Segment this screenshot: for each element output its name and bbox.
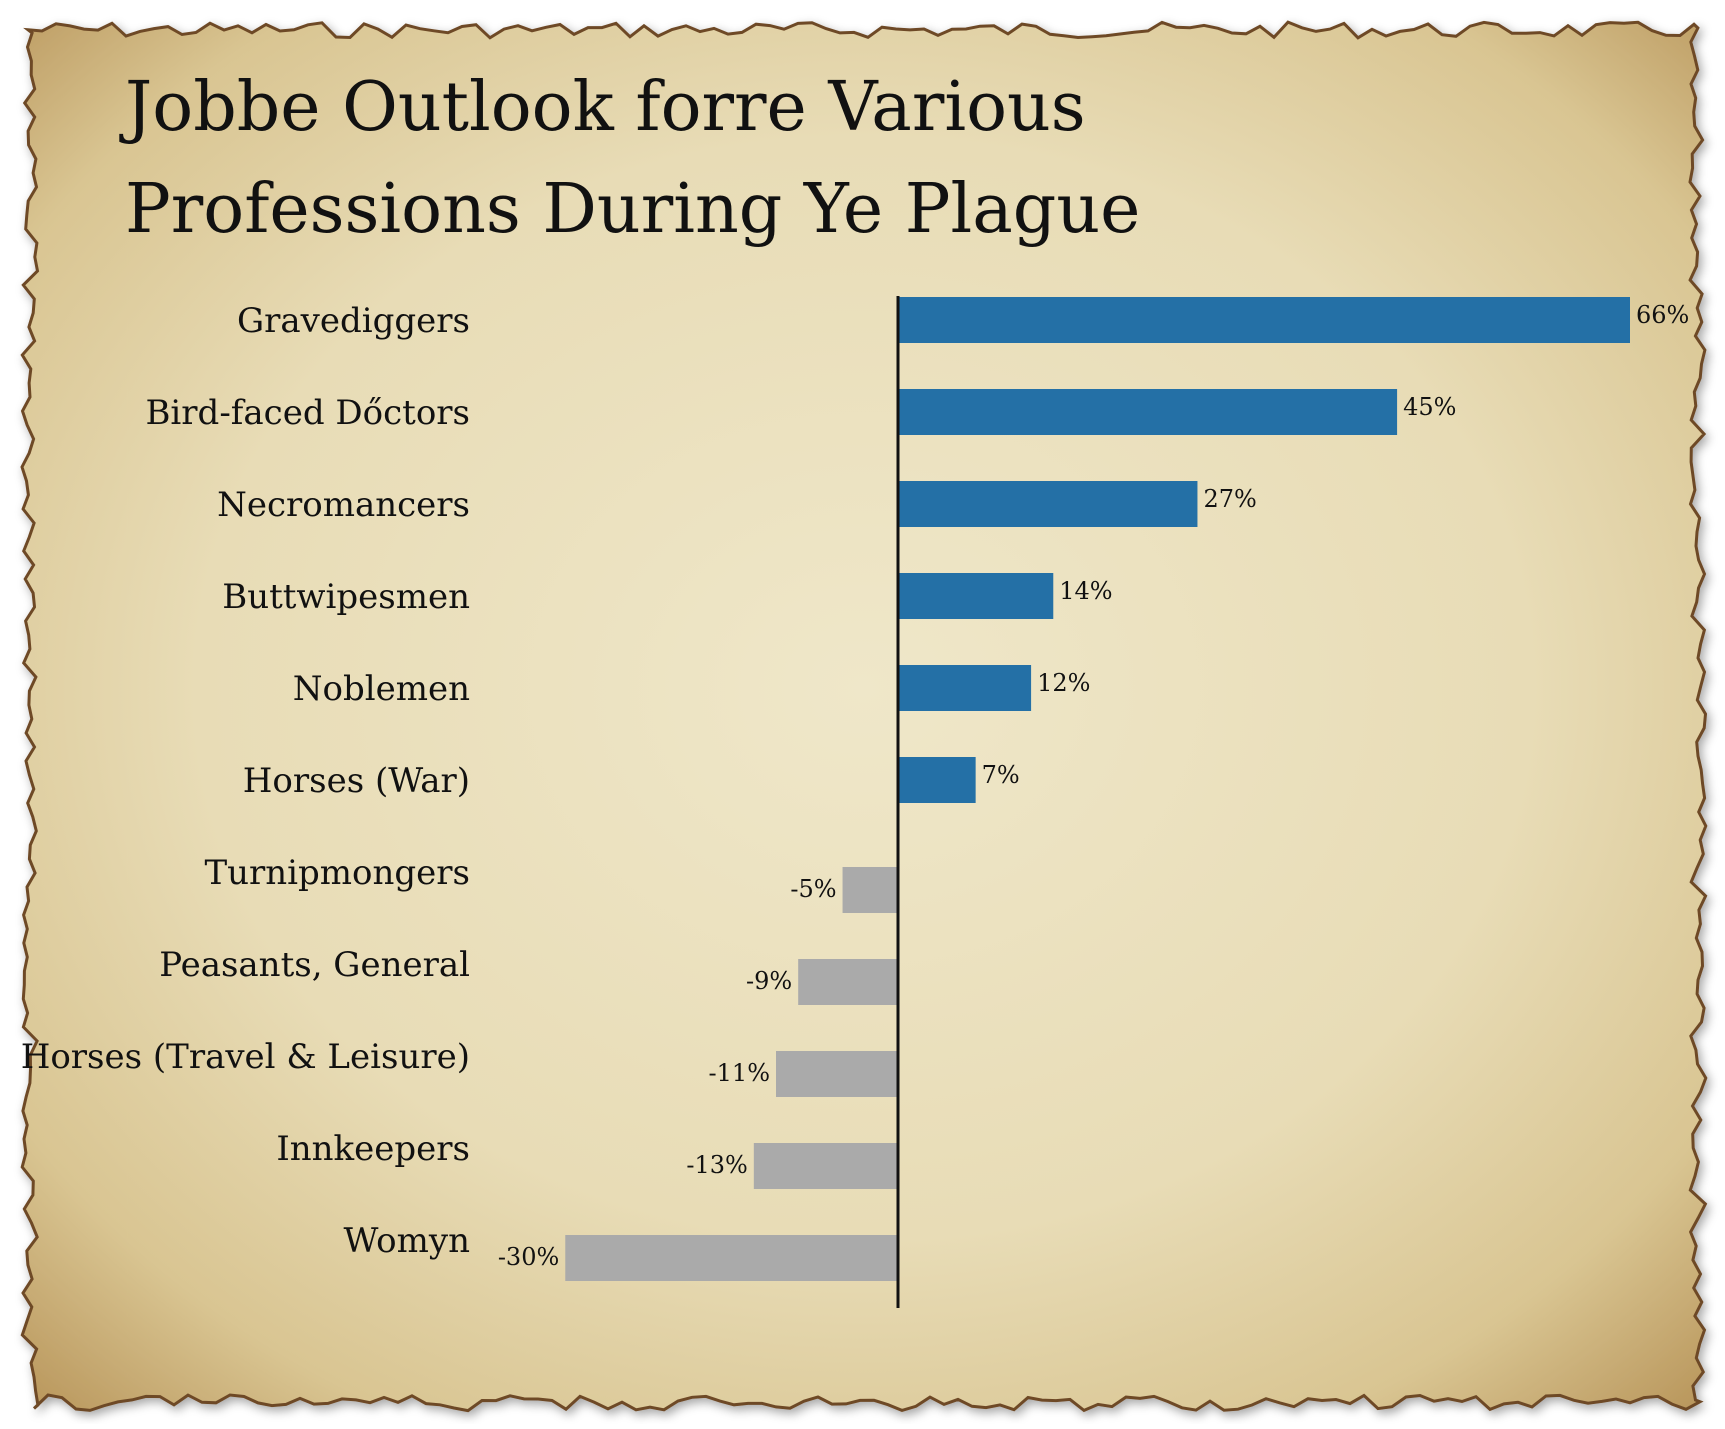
bar-10 <box>753 1143 898 1189</box>
category-label: Horses (War) <box>243 761 470 801</box>
value-label: -11% <box>709 1059 770 1087</box>
value-label: -9% <box>746 967 792 995</box>
value-label: 14% <box>1059 577 1112 605</box>
category-label: Gravediggers <box>237 301 470 341</box>
value-label: -5% <box>790 875 836 903</box>
bar-2 <box>898 389 1398 435</box>
value-label: 27% <box>1203 485 1256 513</box>
chart-title: Jobbe Outlook forre Various Professions … <box>119 68 1140 249</box>
category-label: Noblemen <box>293 669 470 709</box>
category-label: Necromancers <box>217 485 470 525</box>
value-label: 12% <box>1037 669 1090 697</box>
bar-6 <box>898 757 976 803</box>
value-label: 45% <box>1403 393 1456 421</box>
title-line-1: Jobbe Outlook forre Various <box>119 68 1086 147</box>
category-label: Buttwipesmen <box>222 577 470 617</box>
parchment-sheet <box>20 20 1708 1413</box>
category-label: Womyn <box>344 1221 470 1261</box>
bar-1 <box>898 297 1630 343</box>
category-label: Bird-faced Dőctors <box>145 393 470 433</box>
category-label: Horses (Travel & Leisure) <box>21 1037 470 1077</box>
category-labels: Gravediggers Bird-faced Dőctors Necromance… <box>21 301 470 1261</box>
bar-5 <box>898 665 1032 711</box>
category-label: Innkeepers <box>276 1129 470 1169</box>
value-label: 7% <box>982 761 1020 789</box>
bar-11 <box>565 1235 898 1281</box>
bar-3 <box>898 481 1198 527</box>
bar-7 <box>842 867 898 913</box>
bar-9 <box>776 1051 898 1097</box>
value-label: -13% <box>686 1151 747 1179</box>
category-label: Peasants, General <box>159 945 470 985</box>
title-line-2: Professions During Ye Plague <box>125 170 1140 249</box>
value-label: 66% <box>1636 301 1689 329</box>
parchment-background <box>20 20 1708 1413</box>
value-label: -30% <box>498 1243 559 1271</box>
bar-8 <box>798 959 898 1005</box>
value-labels: 66% 45% 27% 14% 12% 7% -5% -9% -11% -13% -30% <box>498 301 1690 1271</box>
bar-4 <box>898 573 1054 619</box>
category-label: Turnipmongers <box>204 853 470 893</box>
bars-group <box>565 297 1630 1281</box>
